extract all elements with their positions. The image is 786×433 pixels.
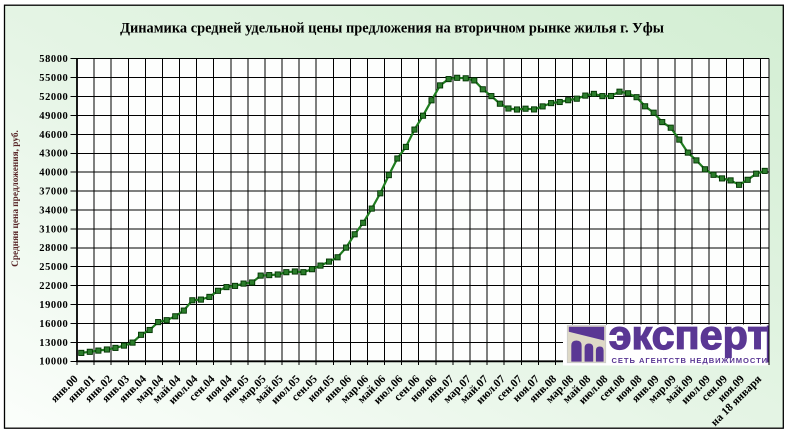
svg-text:16000: 16000 (39, 319, 68, 330)
svg-text:34000: 34000 (39, 205, 68, 216)
svg-text:58000: 58000 (39, 54, 68, 65)
svg-text:25000: 25000 (39, 262, 68, 273)
svg-text:СЕТЬ АГЕНТСТВ НЕДВИЖИМОСТИ: СЕТЬ АГЕНТСТВ НЕДВИЖИМОСТИ (612, 356, 769, 365)
svg-text:46000: 46000 (39, 130, 68, 141)
svg-text:13000: 13000 (39, 338, 68, 349)
svg-text:43000: 43000 (39, 149, 68, 160)
svg-text:10000: 10000 (39, 357, 68, 368)
svg-text:31000: 31000 (39, 224, 68, 235)
svg-text:Динамика средней удельной цены: Динамика средней удельной цены предложен… (120, 20, 664, 36)
svg-text:37000: 37000 (39, 186, 68, 197)
svg-text:49000: 49000 (39, 111, 68, 122)
svg-text:Средняя цена предложения, руб.: Средняя цена предложения, руб. (10, 130, 21, 267)
svg-text:22000: 22000 (39, 281, 68, 292)
svg-text:28000: 28000 (39, 243, 68, 254)
svg-text:55000: 55000 (39, 73, 68, 84)
svg-text:19000: 19000 (39, 300, 68, 311)
svg-text:40000: 40000 (39, 168, 68, 179)
svg-text:эксперт: эксперт (609, 312, 768, 358)
svg-text:52000: 52000 (39, 92, 68, 103)
